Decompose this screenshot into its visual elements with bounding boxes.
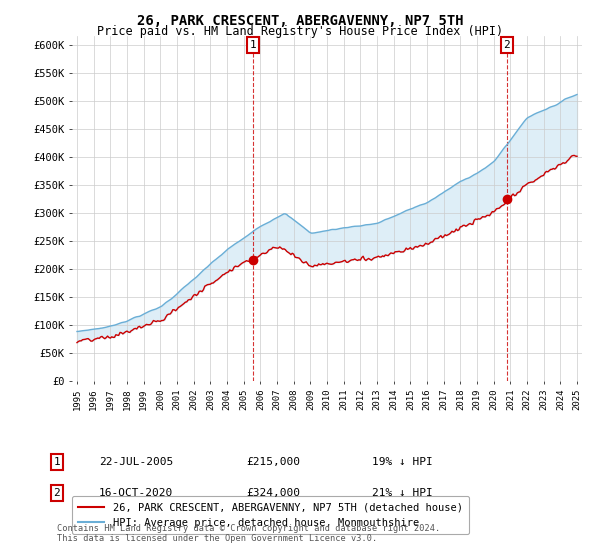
Text: £324,000: £324,000	[246, 488, 300, 498]
Text: 19% ↓ HPI: 19% ↓ HPI	[372, 457, 433, 467]
Text: 16-OCT-2020: 16-OCT-2020	[99, 488, 173, 498]
Text: 21% ↓ HPI: 21% ↓ HPI	[372, 488, 433, 498]
Text: 22-JUL-2005: 22-JUL-2005	[99, 457, 173, 467]
Text: Contains HM Land Registry data © Crown copyright and database right 2024.
This d: Contains HM Land Registry data © Crown c…	[57, 524, 440, 543]
Text: 1: 1	[53, 457, 61, 467]
Text: 26, PARK CRESCENT, ABERGAVENNY, NP7 5TH: 26, PARK CRESCENT, ABERGAVENNY, NP7 5TH	[137, 14, 463, 28]
Text: 2: 2	[503, 40, 510, 50]
Text: Price paid vs. HM Land Registry's House Price Index (HPI): Price paid vs. HM Land Registry's House …	[97, 25, 503, 38]
Text: £215,000: £215,000	[246, 457, 300, 467]
Text: 2: 2	[53, 488, 61, 498]
Text: 1: 1	[250, 40, 256, 50]
Legend: 26, PARK CRESCENT, ABERGAVENNY, NP7 5TH (detached house), HPI: Average price, de: 26, PARK CRESCENT, ABERGAVENNY, NP7 5TH …	[72, 496, 469, 534]
